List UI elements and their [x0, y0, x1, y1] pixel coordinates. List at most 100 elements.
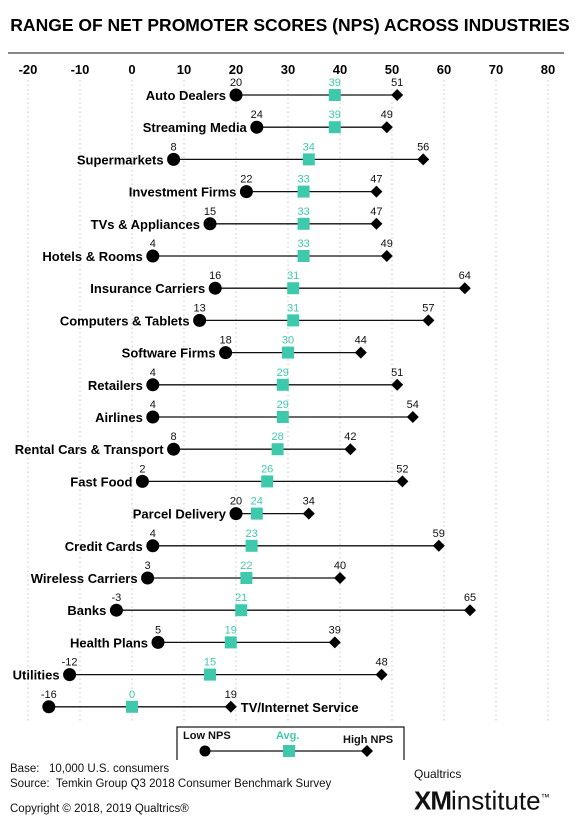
- high-value-label: 51: [391, 367, 403, 379]
- category-label: Investment Firms: [129, 185, 237, 200]
- high-value-label: 48: [375, 657, 387, 669]
- row: 4 29 51 Retailers: [88, 367, 403, 393]
- avg-marker: [328, 89, 341, 101]
- institute-logo-text: institute: [451, 785, 541, 816]
- row: 20 39 51 Auto Dealers: [146, 77, 404, 103]
- high-value-label: 56: [417, 141, 429, 153]
- high-value-label: 40: [334, 560, 346, 572]
- avg-marker: [302, 153, 315, 166]
- row: 5 19 39 Health Plans: [70, 624, 341, 650]
- legend-low-label: Low NPS: [183, 730, 231, 742]
- high-marker: [354, 346, 367, 359]
- row: 3 22 40 Wireless Carriers: [31, 560, 346, 586]
- nps-range-chart: RANGE OF NET PROMOTER SCORES (NPS) ACROS…: [8, 15, 570, 760]
- low-marker: [229, 507, 243, 521]
- base-note: Base: 10,000 U.S. consumers: [10, 763, 169, 775]
- avg-value-label: 22: [240, 560, 252, 572]
- avg-value-label: 33: [297, 174, 309, 186]
- x-tick-label: 0: [128, 62, 135, 77]
- low-value-label: 16: [209, 270, 221, 282]
- low-marker: [203, 217, 217, 231]
- low-value-label: -3: [112, 592, 122, 604]
- low-marker: [109, 603, 123, 617]
- high-marker: [370, 217, 383, 230]
- base-value: 10,000 U.S. consumers: [49, 763, 170, 775]
- row: 8 28 42 Rental Cars & Transport: [15, 431, 357, 457]
- x-axis-ticks: -20 -10 0 10 20 30 40 50 60 70 80: [19, 62, 556, 77]
- low-value-label: 8: [171, 141, 177, 153]
- low-marker: [167, 442, 181, 456]
- high-value-label: 64: [459, 270, 471, 282]
- low-value-label: 4: [150, 238, 156, 250]
- copyright: Copyright © 2018, 2019 Qualtrics®: [10, 803, 189, 815]
- avg-marker: [271, 443, 284, 456]
- high-marker: [380, 250, 393, 262]
- low-value-label: -16: [41, 689, 57, 701]
- x-tick-label: 40: [333, 62, 347, 77]
- low-value-label: 4: [150, 399, 156, 411]
- legend: Low NPS Avg. High NPS: [176, 726, 405, 760]
- row: 2 26 52 Fast Food: [70, 463, 408, 489]
- high-marker: [380, 121, 393, 134]
- high-marker: [406, 411, 419, 423]
- low-marker: [229, 88, 243, 102]
- high-value-label: 65: [464, 592, 476, 604]
- legend-low-marker: [199, 745, 211, 757]
- category-label: Fast Food: [70, 474, 132, 489]
- avg-value-label: 29: [277, 399, 289, 411]
- low-value-label: 20: [230, 77, 242, 89]
- low-value-label: -12: [62, 657, 78, 669]
- high-value-label: 49: [381, 109, 393, 121]
- x-tick-label: 70: [489, 62, 503, 77]
- low-marker: [151, 635, 165, 649]
- low-marker: [141, 571, 155, 585]
- category-label: Insurance Carriers: [90, 281, 205, 296]
- row: 22 33 47 Investment Firms: [129, 174, 383, 200]
- low-value-label: 22: [240, 174, 252, 186]
- high-value-label: 34: [303, 496, 315, 508]
- high-marker: [417, 153, 430, 166]
- row: 4 33 49 Hotels & Rooms: [42, 238, 393, 264]
- low-value-label: 20: [230, 496, 242, 508]
- low-marker: [146, 410, 160, 424]
- high-marker: [391, 378, 404, 391]
- category-label: Credit Cards: [65, 539, 143, 554]
- row: -3 21 65 Banks: [67, 592, 476, 618]
- avg-marker: [297, 250, 310, 262]
- legend-avg-label: Avg.: [276, 730, 299, 742]
- category-label: Auto Dealers: [146, 88, 226, 103]
- avg-value-label: 19: [225, 624, 237, 636]
- qualtrics-wordmark: Qualtrics: [414, 767, 462, 781]
- x-tick-label: -10: [71, 62, 90, 77]
- row: -12 15 48 Utilities: [13, 657, 388, 683]
- avg-marker: [235, 604, 248, 617]
- avg-value-label: 33: [297, 238, 309, 250]
- low-marker: [193, 313, 207, 327]
- low-marker: [146, 378, 160, 392]
- category-label: Software Firms: [122, 346, 216, 361]
- row: -16 0 19 TV/Internet Service: [41, 689, 359, 715]
- legend-high-label: High NPS: [343, 734, 393, 746]
- row: 18 30 44 Software Firms: [122, 335, 367, 361]
- low-value-label: 4: [150, 528, 156, 540]
- avg-value-label: 34: [303, 141, 315, 153]
- row: 24 39 49 Streaming Media: [143, 109, 393, 135]
- base-label: Base:: [10, 763, 40, 775]
- high-value-label: 52: [396, 463, 408, 475]
- category-label: Streaming Media: [143, 120, 248, 135]
- xm-institute-logo: XMinstitute™: [414, 784, 550, 814]
- avg-marker: [240, 572, 253, 584]
- category-label: Wireless Carriers: [31, 571, 138, 586]
- row: 15 33 47 TVs & Appliances: [91, 206, 383, 232]
- row: 8 34 56 Supermarkets: [77, 141, 429, 167]
- high-marker: [396, 475, 409, 488]
- high-marker: [328, 636, 341, 649]
- x-tick-label: 30: [281, 62, 295, 77]
- avg-value-label: 39: [329, 109, 341, 121]
- category-label: Retailers: [88, 378, 143, 393]
- category-label: TVs & Appliances: [91, 217, 200, 232]
- high-marker: [224, 700, 237, 713]
- low-value-label: 18: [219, 335, 231, 347]
- high-marker: [344, 443, 357, 456]
- avg-value-label: 29: [277, 367, 289, 379]
